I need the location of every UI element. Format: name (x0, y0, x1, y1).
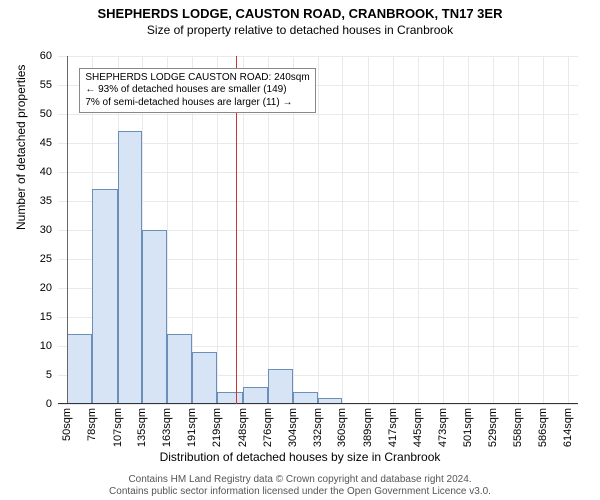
x-axis-line (58, 403, 578, 404)
y-tick-label: 40 (40, 166, 52, 178)
gridline-v (543, 56, 544, 404)
gridline-v (418, 56, 419, 404)
gridline-v (318, 56, 319, 404)
gridline-v (518, 56, 519, 404)
y-axis-label: Number of detached properties (14, 65, 28, 230)
annotation-box: SHEPHERDS LODGE CAUSTON ROAD: 240sqm← 93… (79, 68, 315, 114)
gridline-v (568, 56, 569, 404)
chart-title-main: SHEPHERDS LODGE, CAUSTON ROAD, CRANBROOK… (0, 0, 600, 21)
gridline-v (393, 56, 394, 404)
x-tick-label: 445sqm (412, 408, 424, 447)
x-tick-label: 360sqm (336, 408, 348, 447)
footer-line-2: Contains public sector information licen… (0, 486, 600, 498)
x-tick-label: 614sqm (562, 408, 574, 447)
y-tick-label: 10 (40, 340, 52, 352)
x-tick-label: 191sqm (186, 408, 198, 447)
gridline-v (368, 56, 369, 404)
gridline-v (342, 56, 343, 404)
x-tick-label: 78sqm (86, 408, 98, 441)
histogram-bar (192, 352, 217, 404)
x-tick-label: 304sqm (287, 408, 299, 447)
x-tick-label: 163sqm (161, 408, 173, 447)
x-tick-label: 50sqm (61, 408, 73, 441)
x-tick-label: 135sqm (136, 408, 148, 447)
x-tick-label: 276sqm (262, 408, 274, 447)
x-tick-label: 586sqm (537, 408, 549, 447)
y-tick-label: 0 (46, 398, 52, 410)
annotation-line: ← 93% of detached houses are smaller (14… (85, 84, 309, 97)
gridline-v (468, 56, 469, 404)
histogram-bar (92, 189, 118, 404)
y-tick-label: 45 (40, 137, 52, 149)
chart-plot-area: 05101520253035404550556050sqm78sqm107sqm… (58, 56, 578, 404)
x-tick-label: 501sqm (462, 408, 474, 447)
x-axis-label: Distribution of detached houses by size … (0, 450, 600, 464)
footer-attribution: Contains HM Land Registry data © Crown c… (0, 474, 600, 498)
histogram-bar (268, 369, 293, 404)
x-tick-label: 473sqm (437, 408, 449, 447)
chart-title-sub: Size of property relative to detached ho… (0, 21, 600, 37)
x-tick-label: 248sqm (237, 408, 249, 447)
x-tick-label: 107sqm (112, 408, 124, 447)
x-tick-label: 558sqm (512, 408, 524, 447)
y-tick-label: 15 (40, 311, 52, 323)
annotation-line: SHEPHERDS LODGE CAUSTON ROAD: 240sqm (85, 72, 309, 85)
histogram-bar (167, 334, 192, 404)
histogram-bar (142, 230, 167, 404)
histogram-bar (67, 334, 92, 404)
gridline-v (443, 56, 444, 404)
x-tick-label: 219sqm (211, 408, 223, 447)
gridline-v (493, 56, 494, 404)
y-axis-line (67, 56, 68, 404)
x-tick-label: 389sqm (362, 408, 374, 447)
y-tick-label: 60 (40, 50, 52, 62)
y-tick-label: 50 (40, 108, 52, 120)
y-tick-label: 30 (40, 224, 52, 236)
x-tick-label: 529sqm (487, 408, 499, 447)
x-tick-label: 417sqm (387, 408, 399, 447)
x-tick-label: 332sqm (312, 408, 324, 447)
footer-line-1: Contains HM Land Registry data © Crown c… (0, 474, 600, 486)
histogram-bar (118, 131, 143, 404)
y-tick-label: 25 (40, 253, 52, 265)
annotation-line: 7% of semi-detached houses are larger (1… (85, 97, 309, 110)
y-tick-label: 35 (40, 195, 52, 207)
y-tick-label: 20 (40, 282, 52, 294)
y-tick-label: 55 (40, 79, 52, 91)
gridline-h (58, 404, 578, 405)
histogram-bar (243, 387, 268, 404)
y-tick-label: 5 (46, 369, 52, 381)
